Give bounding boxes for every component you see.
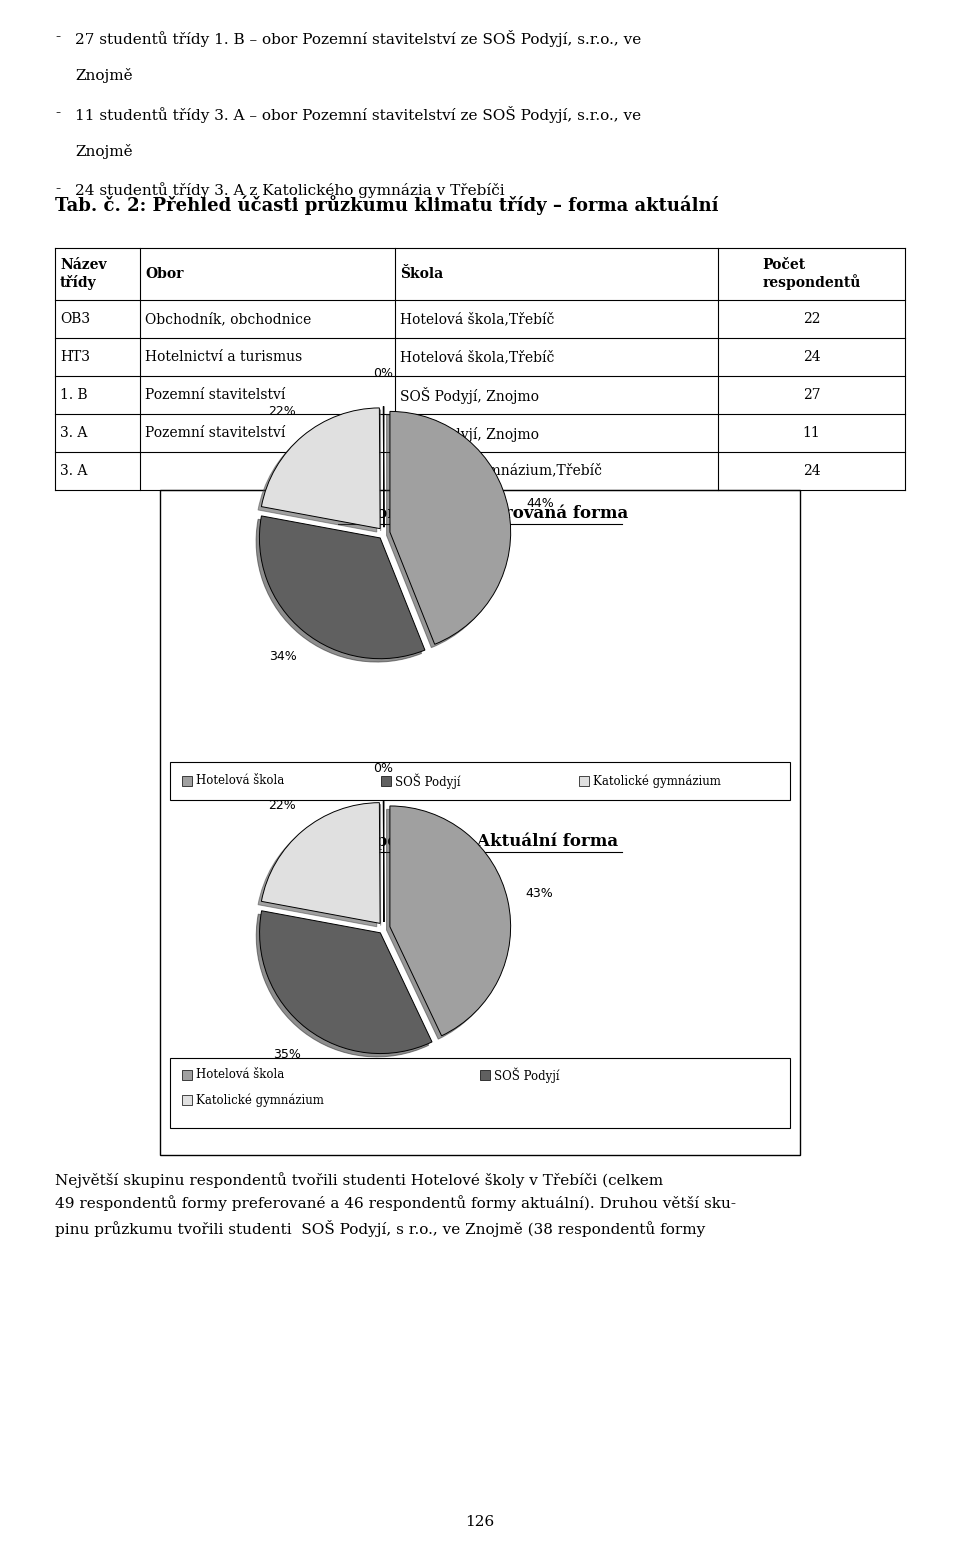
Text: 11 studentů třídy 3. A – obor Pozemní stavitelství ze SOŠ Podyjí, s.r.o., ve: 11 studentů třídy 3. A – obor Pozemní st… bbox=[75, 105, 641, 122]
Text: 24 studentů třídy 3. A z Katolického gymnázia v Třebíči: 24 studentů třídy 3. A z Katolického gym… bbox=[75, 183, 505, 198]
Text: Obor: Obor bbox=[145, 266, 183, 282]
Text: Respondenti-Preferovaná forma: Respondenti-Preferovaná forma bbox=[331, 505, 629, 523]
Text: Hotelnictví a turismus: Hotelnictví a turismus bbox=[145, 350, 302, 364]
Text: 24: 24 bbox=[803, 464, 820, 478]
Text: 27: 27 bbox=[803, 389, 820, 402]
Text: 1. B: 1. B bbox=[60, 389, 87, 402]
Text: 0%: 0% bbox=[373, 367, 394, 381]
Text: Pozemní stavitelství: Pozemní stavitelství bbox=[145, 426, 285, 440]
Text: 43%: 43% bbox=[526, 887, 553, 899]
Wedge shape bbox=[259, 515, 425, 659]
Text: 3. A: 3. A bbox=[60, 464, 87, 478]
Text: Obchodník, obchodnice: Obchodník, obchodnice bbox=[145, 313, 311, 327]
Text: Katolické gymnázium: Katolické gymnázium bbox=[196, 1093, 324, 1107]
Bar bbox=[182, 776, 192, 786]
Wedge shape bbox=[261, 803, 380, 924]
Text: 22%: 22% bbox=[268, 799, 296, 813]
Text: Znojmě: Znojmě bbox=[75, 144, 132, 159]
Bar bbox=[381, 776, 391, 786]
Text: Znojmě: Znojmě bbox=[75, 68, 132, 84]
Text: -: - bbox=[55, 29, 60, 43]
Text: OB3: OB3 bbox=[60, 313, 90, 327]
Text: Hotelová škola,Třebíč: Hotelová škola,Třebíč bbox=[400, 313, 554, 327]
Text: Hotelová škola,Třebíč: Hotelová škola,Třebíč bbox=[400, 350, 554, 364]
Bar bbox=[182, 1094, 192, 1105]
Text: 3. A: 3. A bbox=[60, 426, 87, 440]
Text: 24: 24 bbox=[803, 350, 820, 364]
Text: Počet
respondentů: Počet respondentů bbox=[762, 259, 861, 289]
Text: Katolické gymnázium: Katolické gymnázium bbox=[593, 774, 721, 788]
Text: 22: 22 bbox=[803, 313, 820, 327]
Text: SOŠ Podyjí, Znojmo: SOŠ Podyjí, Znojmo bbox=[400, 424, 539, 441]
Text: 35%: 35% bbox=[273, 1048, 300, 1060]
Bar bbox=[170, 762, 790, 800]
Text: 11: 11 bbox=[803, 426, 821, 440]
Bar bbox=[480, 1070, 490, 1081]
Text: 22%: 22% bbox=[268, 404, 296, 418]
Text: Tab. č. 2: Přehled účasti průzkumu klimatu třídy – forma aktuální: Tab. č. 2: Přehled účasti průzkumu klima… bbox=[55, 195, 718, 215]
Wedge shape bbox=[259, 910, 432, 1054]
Bar bbox=[182, 1070, 192, 1081]
Text: SOŠ Podyjí: SOŠ Podyjí bbox=[395, 774, 460, 789]
Text: SOŠ Podyjí: SOŠ Podyjí bbox=[494, 1067, 560, 1082]
Text: 0%: 0% bbox=[373, 762, 394, 776]
Wedge shape bbox=[390, 807, 511, 1036]
Text: Největší skupinu respondentů tvořili studenti Hotelové školy v Třebíči (celkem
4: Největší skupinu respondentů tvořili stu… bbox=[55, 1172, 736, 1237]
Bar bbox=[170, 1057, 790, 1128]
Bar bbox=[579, 776, 589, 786]
Text: Katolické gymnázium,Třebíč: Katolické gymnázium,Třebíč bbox=[400, 463, 602, 478]
Wedge shape bbox=[261, 409, 380, 529]
Text: 34%: 34% bbox=[269, 650, 297, 663]
Wedge shape bbox=[390, 412, 511, 644]
Text: Škola: Škola bbox=[400, 266, 444, 282]
Bar bbox=[160, 491, 800, 1155]
Text: 44%: 44% bbox=[527, 497, 554, 509]
Text: Název
třídy: Název třídy bbox=[60, 259, 107, 289]
Text: HT3: HT3 bbox=[60, 350, 90, 364]
Text: Respondenti - Aktuální forma: Respondenti - Aktuální forma bbox=[342, 833, 618, 850]
Text: Hotelová škola: Hotelová škola bbox=[196, 774, 284, 788]
Text: 27 studentů třídy 1. B – obor Pozemní stavitelství ze SOŠ Podyjí, s.r.o., ve: 27 studentů třídy 1. B – obor Pozemní st… bbox=[75, 29, 641, 46]
Text: -: - bbox=[55, 105, 60, 121]
Text: 126: 126 bbox=[466, 1515, 494, 1529]
Text: -: - bbox=[55, 183, 60, 197]
Text: Hotelová škola: Hotelová škola bbox=[196, 1068, 284, 1082]
Text: SOŠ Podyjí, Znojmo: SOŠ Podyjí, Znojmo bbox=[400, 387, 539, 404]
Text: Pozemní stavitelství: Pozemní stavitelství bbox=[145, 389, 285, 402]
